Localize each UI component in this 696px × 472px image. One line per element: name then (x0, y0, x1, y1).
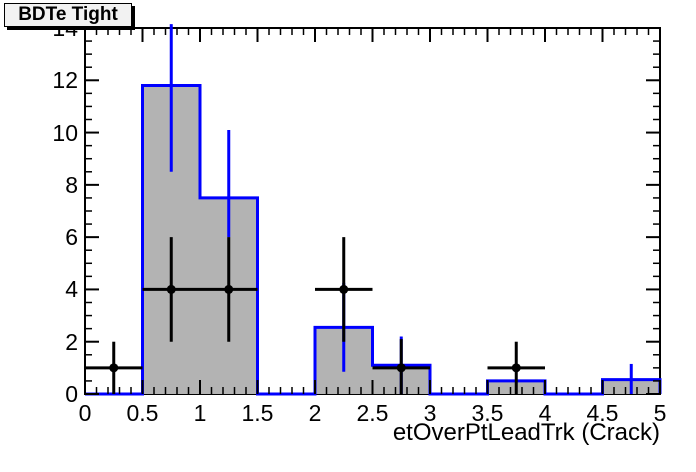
x-axis-title: etOverPtLeadTrk (Crack) (392, 419, 660, 446)
x-tick-label: 0.5 (126, 400, 159, 426)
data-points (85, 237, 545, 394)
x-tick-label: 5 (653, 400, 667, 426)
data-point-marker (224, 284, 234, 294)
histogram-title-box: BDTe Tight (4, 3, 132, 27)
x-tick-label: 0 (78, 400, 92, 426)
data-point-marker (511, 363, 521, 373)
x-tick-label: 1.5 (241, 400, 274, 426)
y-tick-label: 0 (65, 381, 78, 407)
x-tick-label: 3.5 (471, 400, 504, 426)
x-tick-label: 3 (423, 400, 437, 426)
y-tick-label: 12 (52, 67, 78, 94)
axis-ticks (84, 27, 661, 395)
x-tick-label: 4 (538, 400, 552, 426)
y-tick-label: 6 (65, 224, 78, 251)
data-point-marker (396, 363, 406, 373)
data-point-marker (339, 284, 349, 294)
x-tick-label: 2 (308, 400, 322, 426)
data-point-marker (166, 284, 176, 294)
y-tick-label: 2 (65, 328, 78, 355)
x-tick-label: 2.5 (356, 400, 389, 426)
y-tick-label: 8 (65, 171, 78, 198)
x-tick-label: 1 (193, 400, 207, 426)
data-point-marker (109, 363, 119, 373)
x-tick-label: 4.5 (586, 400, 619, 426)
y-tick-label: 10 (52, 119, 78, 146)
histogram-title-text: BDTe Tight (18, 4, 118, 25)
y-tick-label: 4 (65, 276, 78, 303)
